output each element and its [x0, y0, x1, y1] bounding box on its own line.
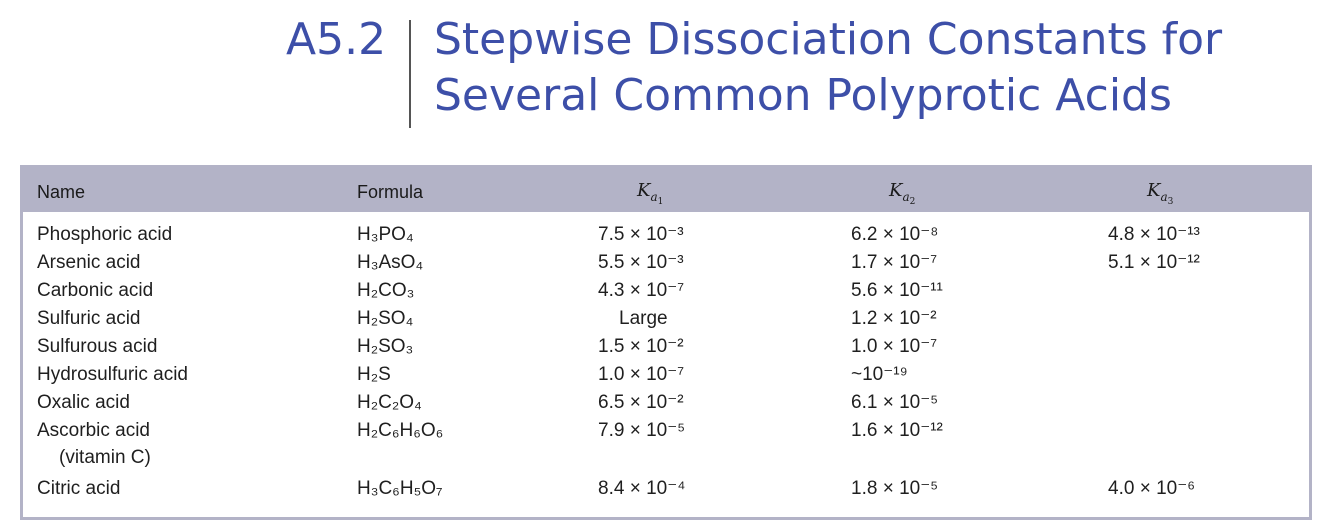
acid-name: Ascorbic acid [37, 420, 150, 441]
acid-formula: H₃C₆H₅O₇ [357, 478, 443, 499]
ka1-value: 4.3 × 10⁻⁷ [598, 280, 685, 301]
acid-formula: H₂SO₃ [357, 336, 414, 357]
acid-name: Sulfurous acid [37, 336, 158, 357]
ka3-value: 5.1 × 10⁻¹² [1108, 252, 1200, 273]
header-ka2: Ka2 [889, 180, 916, 207]
acid-name: Oxalic acid [37, 392, 130, 413]
acid-name-note: (vitamin C) [59, 447, 151, 468]
acid-formula: H₂C₆H₆O₆ [357, 420, 444, 441]
acid-formula: H₂C₂O₄ [357, 392, 422, 413]
header-ka3: Ka3 [1147, 180, 1174, 207]
ka1-value: 8.4 × 10⁻⁴ [598, 478, 686, 499]
acid-formula: H₂CO₃ [357, 280, 415, 301]
ka2-value: 6.1 × 10⁻⁵ [851, 392, 939, 413]
table-row: Hydrosulfuric acid H₂S 1.0 × 10⁻⁷ ~10⁻¹⁹ [23, 363, 1309, 391]
table-row: Citric acid H₃C₆H₅O₇ 8.4 × 10⁻⁴ 1.8 × 10… [23, 477, 1309, 505]
ka1-value: 7.9 × 10⁻⁵ [598, 420, 686, 441]
acid-formula: H₃AsO₄ [357, 252, 424, 273]
title-block: A5.2 Stepwise Dissociation Constants for… [0, 12, 1323, 152]
title-divider [409, 20, 411, 128]
title-line-2: Several Common Polyprotic Acids [434, 70, 1172, 121]
ka2-value: 1.0 × 10⁻⁷ [851, 336, 938, 357]
table-row: Ascorbic acid (vitamin C) H₂C₆H₆O₆ 7.9 ×… [23, 419, 1309, 475]
ka1-value: Large [619, 308, 668, 329]
ka1-value: 6.5 × 10⁻² [598, 392, 684, 413]
table-row: Phosphoric acid H₃PO₄ 7.5 × 10⁻³ 6.2 × 1… [23, 223, 1309, 251]
ka3-value: 4.0 × 10⁻⁶ [1108, 478, 1196, 499]
header-ka1: Ka1 [637, 180, 664, 207]
ka2-value: 1.8 × 10⁻⁵ [851, 478, 939, 499]
acid-name: Citric acid [37, 478, 121, 499]
header-formula: Formula [357, 182, 424, 202]
acid-name: Arsenic acid [37, 252, 141, 273]
ka2-value: 1.2 × 10⁻² [851, 308, 937, 329]
table-row: Oxalic acid H₂C₂O₄ 6.5 × 10⁻² 6.1 × 10⁻⁵ [23, 391, 1309, 419]
table-number: A5.2 [286, 14, 387, 65]
ka1-value: 5.5 × 10⁻³ [598, 252, 684, 273]
acid-name: Carbonic acid [37, 280, 154, 301]
acid-name: Sulfuric acid [37, 308, 141, 329]
ka2-value: 6.2 × 10⁻⁸ [851, 224, 939, 245]
ka2-value: 5.6 × 10⁻¹¹ [851, 280, 943, 301]
table-row: Sulfurous acid H₂SO₃ 1.5 × 10⁻² 1.0 × 10… [23, 335, 1309, 363]
title-line-1: Stepwise Dissociation Constants for [434, 14, 1223, 65]
acid-name: Hydrosulfuric acid [37, 364, 188, 385]
table-row: Arsenic acid H₃AsO₄ 5.5 × 10⁻³ 1.7 × 10⁻… [23, 251, 1309, 279]
table-header: Name Formula Ka1 Ka2 Ka3 [23, 168, 1309, 212]
ka3-value: 4.8 × 10⁻¹³ [1108, 224, 1200, 245]
header-name: Name [37, 182, 86, 202]
acid-name: Phosphoric acid [37, 224, 173, 245]
acid-formula: H₂SO₄ [357, 308, 414, 329]
page-title: Stepwise Dissociation Constants for Seve… [434, 12, 1222, 124]
acid-formula: H₂S [357, 364, 391, 385]
ka2-value: 1.6 × 10⁻¹² [851, 420, 943, 441]
ka1-value: 7.5 × 10⁻³ [598, 224, 684, 245]
ka1-value: 1.0 × 10⁻⁷ [598, 364, 685, 385]
table-row: Carbonic acid H₂CO₃ 4.3 × 10⁻⁷ 5.6 × 10⁻… [23, 279, 1309, 307]
ka2-value: ~10⁻¹⁹ [851, 364, 908, 385]
ka1-value: 1.5 × 10⁻² [598, 336, 684, 357]
table-row: Sulfuric acid H₂SO₄ Large 1.2 × 10⁻² [23, 307, 1309, 335]
acid-formula: H₃PO₄ [357, 224, 414, 245]
ka2-value: 1.7 × 10⁻⁷ [851, 252, 938, 273]
dissociation-table: Name Formula Ka1 Ka2 Ka3 Phosphoric acid… [20, 165, 1312, 520]
